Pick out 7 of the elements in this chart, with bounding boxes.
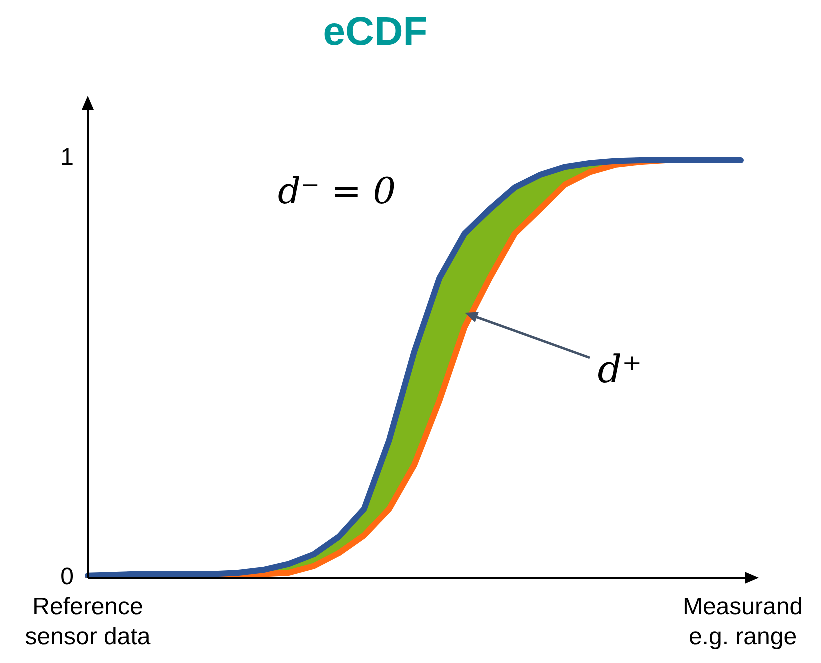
y-tick-label: 1: [60, 144, 74, 171]
chart-title: eCDF: [323, 10, 428, 54]
text: Reference sensor data: [25, 594, 152, 651]
x-axis-title: Measurand e.g. range: [682, 594, 804, 651]
annotation: d⁻ = 0: [278, 171, 396, 212]
annotation: d⁺: [598, 348, 642, 392]
y-tick-label: 0: [60, 564, 74, 591]
